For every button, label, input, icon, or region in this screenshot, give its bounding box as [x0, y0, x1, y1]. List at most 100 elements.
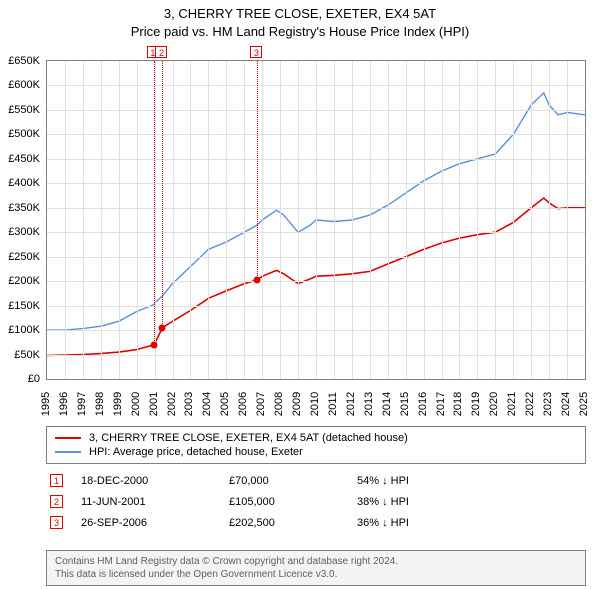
- y-tick-label: £450K: [8, 153, 40, 165]
- x-tick-label: 2011: [327, 392, 339, 416]
- gridline-v: [477, 61, 478, 379]
- gridline-v: [244, 61, 245, 379]
- x-tick-label: 2025: [578, 392, 590, 416]
- gridline-v: [190, 61, 191, 379]
- x-tick-label: 2006: [237, 392, 249, 416]
- gridline-v: [137, 61, 138, 379]
- gridline-v: [567, 61, 568, 379]
- transaction-hpi-diff: 54% ↓ HPI: [357, 475, 586, 487]
- gridline-v: [101, 61, 102, 379]
- x-tick-label: 2002: [166, 392, 178, 416]
- gridline-v: [173, 61, 174, 379]
- x-tick-label: 2024: [560, 392, 572, 416]
- legend-swatch: [55, 451, 81, 453]
- sale-marker-number: 3: [250, 46, 262, 58]
- gridline-v: [424, 61, 425, 379]
- footer-line-2: This data is licensed under the Open Gov…: [55, 568, 577, 581]
- x-tick-label: 1995: [40, 392, 52, 416]
- y-tick-label: £600K: [8, 79, 40, 91]
- gridline-v: [316, 61, 317, 379]
- gridline-v: [262, 61, 263, 379]
- x-tick-label: 2022: [524, 392, 536, 416]
- x-tick-label: 1998: [94, 392, 106, 416]
- x-tick-label: 2001: [148, 392, 160, 416]
- footer-line-1: Contains HM Land Registry data © Crown c…: [55, 555, 577, 568]
- y-tick-label: £250K: [8, 251, 40, 263]
- sale-marker-number: 2: [155, 46, 167, 58]
- legend-label: HPI: Average price, detached house, Exet…: [89, 446, 303, 458]
- y-tick-label: £550K: [8, 104, 40, 116]
- sale-dot: [150, 341, 157, 348]
- x-tick-label: 2007: [255, 392, 267, 416]
- x-tick-label: 2004: [201, 392, 213, 416]
- y-tick-label: £200K: [8, 275, 40, 287]
- x-tick-label: 1999: [112, 392, 124, 416]
- gridline-v: [280, 61, 281, 379]
- gridline-v: [495, 61, 496, 379]
- transaction-number: 3: [50, 516, 63, 529]
- x-tick-label: 2009: [291, 392, 303, 416]
- x-tick-label: 2014: [381, 392, 393, 416]
- y-tick-label: £100K: [8, 324, 40, 336]
- sale-marker-line: [162, 61, 163, 328]
- transaction-hpi-diff: 38% ↓ HPI: [357, 496, 586, 508]
- x-tick-label: 2003: [183, 392, 195, 416]
- x-tick-label: 1996: [58, 392, 70, 416]
- chart-legend: 3, CHERRY TREE CLOSE, EXETER, EX4 5AT (d…: [46, 426, 586, 464]
- x-tick-label: 2000: [130, 392, 142, 416]
- transaction-date: 11-JUN-2001: [81, 496, 211, 508]
- x-tick-label: 2005: [219, 392, 231, 416]
- sale-marker-line: [257, 61, 258, 280]
- transaction-row: 118-DEC-2000£70,00054% ↓ HPI: [46, 470, 586, 491]
- transactions-table: 118-DEC-2000£70,00054% ↓ HPI211-JUN-2001…: [46, 470, 586, 533]
- gridline-v: [406, 61, 407, 379]
- transaction-price: £70,000: [229, 475, 339, 487]
- sale-dot: [159, 324, 166, 331]
- x-tick-label: 2023: [542, 392, 554, 416]
- gridline-v: [531, 61, 532, 379]
- x-tick-label: 2019: [470, 392, 482, 416]
- gridline-v: [334, 61, 335, 379]
- x-tick-label: 2021: [506, 392, 518, 416]
- x-tick-label: 2018: [452, 392, 464, 416]
- legend-item: HPI: Average price, detached house, Exet…: [55, 445, 577, 459]
- x-tick-label: 2013: [363, 392, 375, 416]
- gridline-v: [119, 61, 120, 379]
- y-tick-label: £300K: [8, 226, 40, 238]
- x-tick-label: 2015: [399, 392, 411, 416]
- gridline-v: [459, 61, 460, 379]
- y-tick-label: £0: [28, 373, 40, 385]
- transaction-row: 2 11-JUN-2001 £105,000 38% ↓ HPI: [46, 491, 586, 512]
- y-tick-label: £400K: [8, 177, 40, 189]
- gridline-v: [298, 61, 299, 379]
- transaction-number: 2: [50, 495, 63, 508]
- transaction-price: £105,000: [229, 496, 339, 508]
- x-tick-label: 2020: [488, 392, 500, 416]
- legend-swatch: [55, 437, 81, 439]
- gridline-v: [352, 61, 353, 379]
- transaction-date: 18-DEC-2000: [81, 475, 211, 487]
- transaction-price: £202,500: [229, 517, 339, 529]
- gridline-v: [388, 61, 389, 379]
- x-tick-label: 2017: [435, 392, 447, 416]
- y-tick-label: £500K: [8, 128, 40, 140]
- gridline-v: [208, 61, 209, 379]
- attribution-footer: Contains HM Land Registry data © Crown c…: [46, 550, 586, 586]
- legend-item: 3, CHERRY TREE CLOSE, EXETER, EX4 5AT (d…: [55, 431, 577, 445]
- gridline-v: [226, 61, 227, 379]
- chart-title-subtitle: Price paid vs. HM Land Registry's House …: [0, 24, 600, 39]
- gridline-v: [65, 61, 66, 379]
- y-tick-label: £650K: [8, 55, 40, 67]
- x-axis-ticks: 1995199619971998199920002001200220032004…: [46, 382, 586, 432]
- gridline-v: [442, 61, 443, 379]
- x-tick-label: 2012: [345, 392, 357, 416]
- y-tick-label: £150K: [8, 300, 40, 312]
- gridline-v: [370, 61, 371, 379]
- sale-dot: [254, 276, 261, 283]
- x-tick-label: 2008: [273, 392, 285, 416]
- chart-plot-area: [46, 60, 586, 380]
- transaction-date: 26-SEP-2006: [81, 517, 211, 529]
- transaction-hpi-diff: 36% ↓ HPI: [357, 517, 586, 529]
- x-tick-label: 1997: [76, 392, 88, 416]
- gridline-v: [513, 61, 514, 379]
